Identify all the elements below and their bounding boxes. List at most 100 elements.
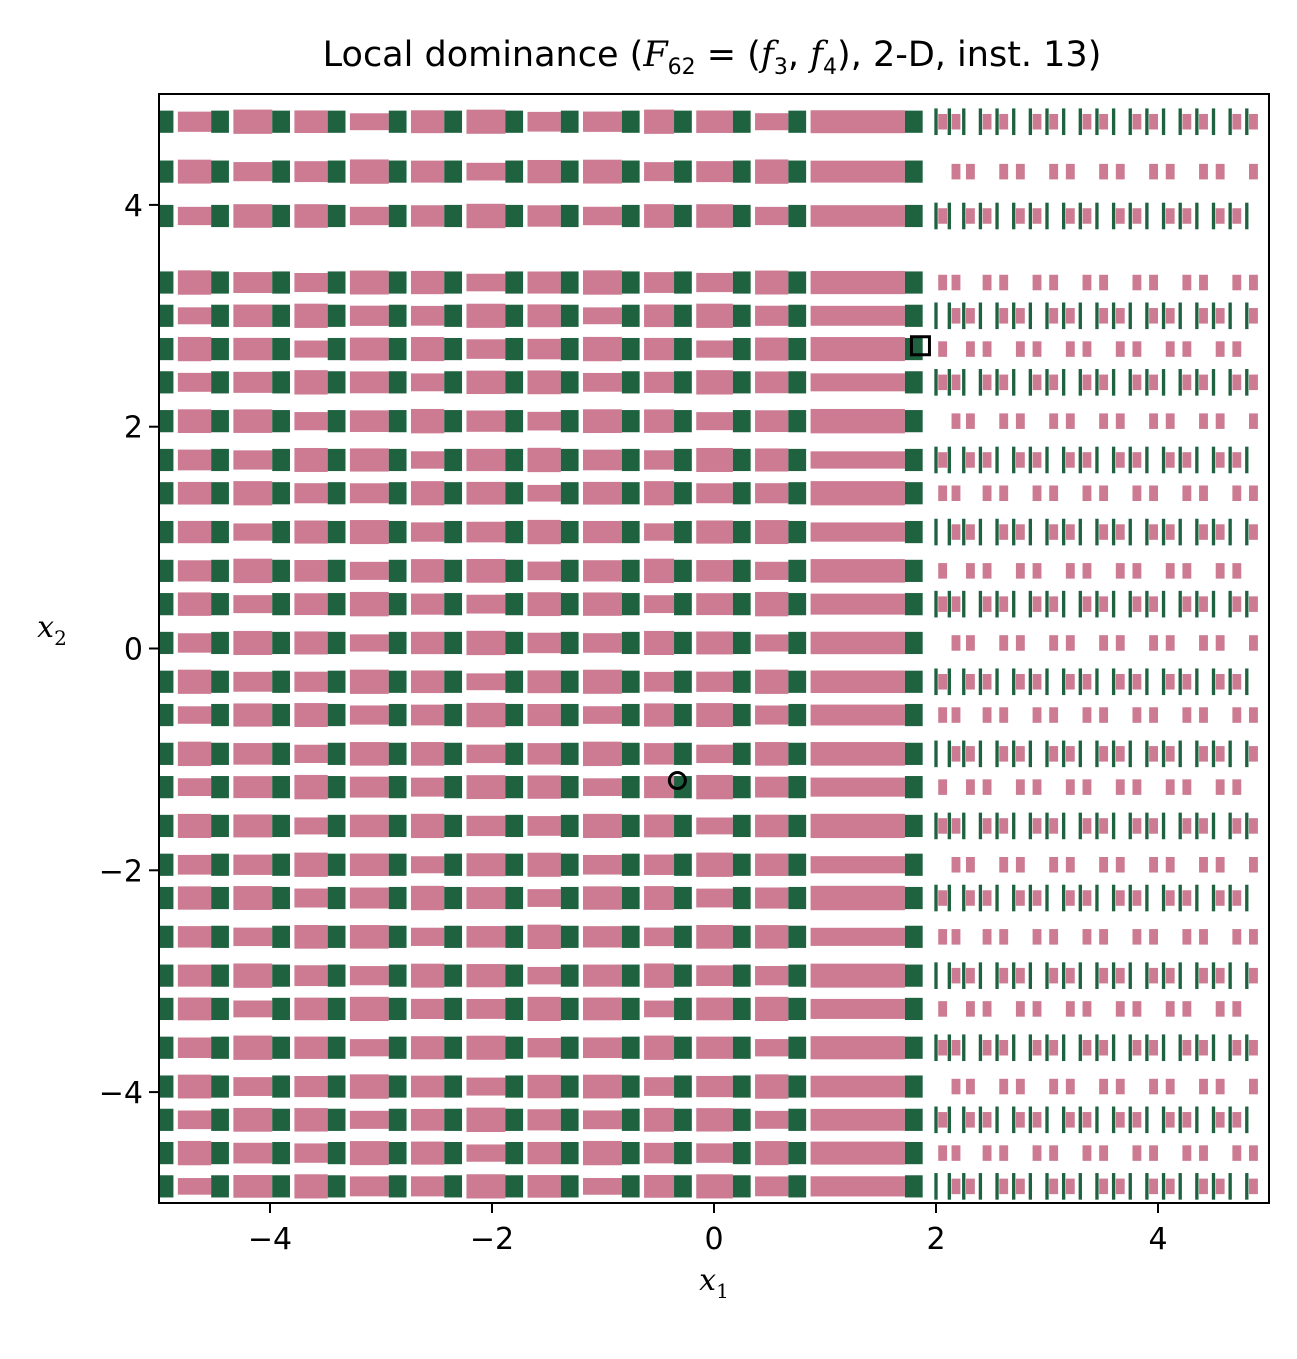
green-region-cell — [788, 1075, 807, 1098]
pink-region-cell — [1099, 163, 1109, 180]
green-region-cell — [388, 371, 407, 394]
green-region-cell — [732, 1142, 751, 1165]
green-region-cell — [904, 520, 923, 544]
pink-region-cell — [583, 997, 622, 1021]
green-region-cell — [995, 668, 999, 696]
pink-region-cell — [951, 1145, 961, 1161]
pink-region-cell — [1049, 485, 1059, 502]
pink-region-cell — [177, 1074, 212, 1099]
pink-region-cell — [1149, 485, 1158, 502]
pink-region-cell — [644, 371, 675, 393]
pink-region-cell — [696, 1108, 733, 1132]
green-region-cell — [388, 703, 407, 727]
pink-region-cell — [583, 669, 622, 694]
green-region-cell — [995, 740, 999, 768]
pink-region-cell — [1199, 746, 1208, 762]
pink-region-cell — [982, 890, 992, 906]
pink-region-cell — [527, 889, 561, 907]
green-region-cell — [1178, 962, 1182, 989]
pink-region-cell — [938, 113, 948, 130]
pink-region-cell — [1249, 524, 1258, 540]
pink-region-cell — [1215, 308, 1225, 324]
green-region-cell — [1211, 518, 1216, 546]
green-region-cell — [211, 371, 229, 394]
green-region-cell — [272, 886, 290, 910]
green-region-cell — [934, 108, 938, 136]
pink-region-cell — [410, 270, 445, 295]
green-region-cell — [1028, 1034, 1033, 1062]
pink-region-cell — [1199, 1178, 1208, 1195]
pink-region-cell — [1049, 113, 1059, 130]
pink-region-cell — [810, 110, 905, 134]
green-region-cell — [272, 559, 290, 582]
pink-region-cell — [999, 113, 1009, 130]
green-region-cell — [732, 814, 751, 838]
green-region-cell — [904, 886, 923, 910]
pink-region-cell — [810, 1108, 905, 1131]
green-region-cell — [444, 886, 463, 910]
pink-region-cell — [999, 413, 1009, 429]
pink-region-cell — [982, 452, 992, 468]
pink-region-cell — [810, 451, 905, 469]
y-tick-label: 4 — [124, 189, 143, 224]
green-region-cell — [962, 518, 966, 546]
pink-region-cell — [466, 775, 506, 800]
pink-region-cell — [999, 856, 1009, 873]
green-region-cell — [505, 853, 524, 876]
pink-region-cell — [1049, 308, 1059, 324]
pink-region-cell — [233, 371, 273, 393]
green-region-cell — [732, 337, 751, 361]
pink-region-cell — [810, 885, 905, 911]
green-region-cell — [1078, 108, 1082, 136]
pink-region-cell — [1049, 1178, 1059, 1195]
pink-region-cell — [810, 593, 905, 615]
green-region-cell — [1145, 590, 1149, 618]
pink-region-cell — [1049, 746, 1059, 762]
green-region-cell — [674, 886, 692, 910]
green-region-cell — [1028, 1173, 1033, 1200]
pink-region-cell — [644, 409, 675, 433]
green-region-cell — [732, 1175, 751, 1198]
green-region-cell — [1045, 812, 1049, 840]
green-region-cell — [1195, 884, 1199, 912]
green-region-cell — [327, 160, 346, 183]
pink-region-cell — [755, 561, 789, 580]
pink-region-cell — [1249, 818, 1258, 834]
green-region-cell — [1061, 202, 1066, 230]
pink-region-cell — [233, 1035, 273, 1060]
green-region-cell — [159, 1075, 174, 1098]
pink-region-cell — [982, 1145, 992, 1161]
pink-region-cell — [1115, 1112, 1125, 1128]
pink-region-cell — [349, 1074, 389, 1099]
pink-region-cell — [349, 887, 389, 909]
green-region-cell — [1078, 369, 1082, 396]
green-region-cell — [505, 703, 524, 727]
pink-region-cell — [233, 481, 273, 506]
pink-region-cell — [1232, 113, 1242, 130]
pink-region-cell — [1049, 1078, 1059, 1095]
pink-region-cell — [466, 1035, 506, 1060]
pink-region-cell — [1232, 596, 1242, 612]
green-region-cell — [388, 886, 407, 910]
green-region-cell — [788, 1142, 807, 1165]
pink-region-cell — [999, 374, 1009, 391]
pink-region-cell — [696, 110, 733, 133]
pink-region-cell — [982, 929, 992, 945]
green-region-cell — [505, 410, 524, 433]
pink-region-cell — [810, 1141, 905, 1165]
green-region-cell — [1195, 590, 1199, 618]
pink-region-cell — [349, 742, 389, 766]
green-region-cell — [978, 1106, 983, 1134]
pink-region-cell — [1015, 967, 1025, 984]
green-region-cell — [159, 742, 174, 765]
pink-region-cell — [294, 560, 328, 582]
pink-region-cell — [1249, 1178, 1258, 1195]
green-region-cell — [211, 1075, 229, 1098]
green-region-cell — [159, 964, 174, 987]
green-region-cell — [904, 482, 923, 505]
pink-region-cell — [1015, 674, 1025, 690]
green-region-cell — [934, 202, 938, 230]
pink-region-cell — [583, 741, 622, 767]
green-region-cell — [444, 997, 463, 1021]
pink-region-cell — [294, 1143, 328, 1163]
